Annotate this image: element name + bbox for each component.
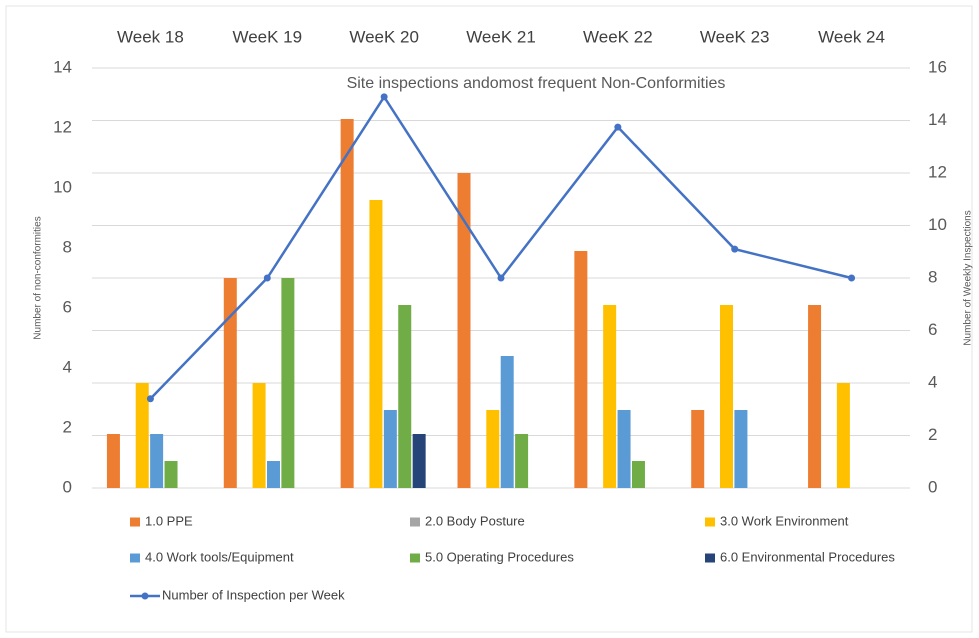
- legend-swatch: [130, 517, 140, 527]
- bar: [106, 434, 120, 488]
- bar: [369, 200, 383, 488]
- y-tick-label: 0: [63, 477, 72, 496]
- line-point: [848, 274, 856, 282]
- bar: [734, 410, 748, 488]
- legend-label: 6.0 Environmental Procedures: [720, 549, 895, 564]
- chart-title: Site inspections andomost frequent Non-C…: [347, 75, 726, 92]
- y-tick-label: 12: [53, 117, 72, 136]
- bar: [266, 461, 280, 488]
- legend-swatch: [705, 517, 715, 527]
- legend-label: 4.0 Work tools/Equipment: [145, 549, 294, 564]
- legend-swatch: [410, 517, 420, 527]
- y2-tick-label: 16: [928, 57, 947, 76]
- line-point: [497, 274, 505, 282]
- y2-tick-label: 8: [928, 267, 937, 286]
- line-point: [614, 123, 622, 131]
- x-tick-label: WeeK 20: [349, 27, 419, 46]
- y-tick-label: 2: [63, 417, 72, 436]
- bar: [631, 461, 645, 488]
- y2-axis-title: Number of Weekly Inspections: [963, 210, 974, 345]
- y2-tick-label: 4: [928, 372, 937, 391]
- bar: [457, 173, 471, 488]
- y-axis-title: Number of non-conformities: [33, 216, 44, 339]
- bar: [150, 434, 164, 488]
- x-tick-label: WeeK 23: [700, 27, 770, 46]
- x-tick-label: Week 24: [818, 27, 885, 46]
- line-point: [263, 274, 271, 282]
- bar: [281, 278, 295, 488]
- legend-swatch: [130, 553, 140, 563]
- y-tick-label: 4: [63, 357, 72, 376]
- bar: [486, 410, 500, 488]
- bar: [412, 434, 426, 488]
- x-tick-label: WeeK 21: [466, 27, 536, 46]
- bar: [135, 383, 149, 488]
- bar: [515, 434, 529, 488]
- line-point: [380, 93, 388, 101]
- bar: [603, 305, 617, 488]
- bar: [574, 251, 588, 488]
- bar: [500, 356, 514, 488]
- x-tick-label: Week 18: [117, 27, 184, 46]
- y-tick-label: 8: [63, 237, 72, 256]
- bar: [252, 383, 266, 488]
- y-tick-label: 10: [53, 177, 72, 196]
- x-tick-label: WeeK 19: [232, 27, 302, 46]
- y2-tick-label: 10: [928, 215, 947, 234]
- legend-swatch: [705, 553, 715, 563]
- line-point: [731, 245, 739, 253]
- y2-tick-label: 6: [928, 320, 937, 339]
- bar: [720, 305, 734, 488]
- bar: [691, 410, 705, 488]
- y2-tick-label: 2: [928, 425, 937, 444]
- bar: [808, 305, 822, 488]
- line-point: [146, 395, 154, 403]
- legend-marker: [141, 592, 149, 600]
- legend-label: 2.0 Body Posture: [425, 513, 525, 528]
- legend-label: 1.0 PPE: [145, 513, 193, 528]
- x-tick-label: WeeK 22: [583, 27, 653, 46]
- y-tick-label: 6: [63, 297, 72, 316]
- bar: [398, 305, 412, 488]
- legend-swatch: [410, 553, 420, 563]
- legend-label: 5.0 Operating Procedures: [425, 549, 574, 564]
- bar: [836, 383, 850, 488]
- bar: [340, 119, 354, 488]
- y-tick-label: 14: [53, 57, 72, 76]
- legend-label: Number of Inspection per Week: [162, 587, 345, 602]
- y2-tick-label: 0: [928, 477, 937, 496]
- bar: [223, 278, 237, 488]
- bar: [617, 410, 631, 488]
- y2-tick-label: 14: [928, 110, 947, 129]
- bar: [164, 461, 178, 488]
- y2-tick-label: 12: [928, 162, 947, 181]
- bar: [383, 410, 397, 488]
- legend-label: 3.0 Work Environment: [720, 513, 849, 528]
- chart-frame: [5, 5, 973, 633]
